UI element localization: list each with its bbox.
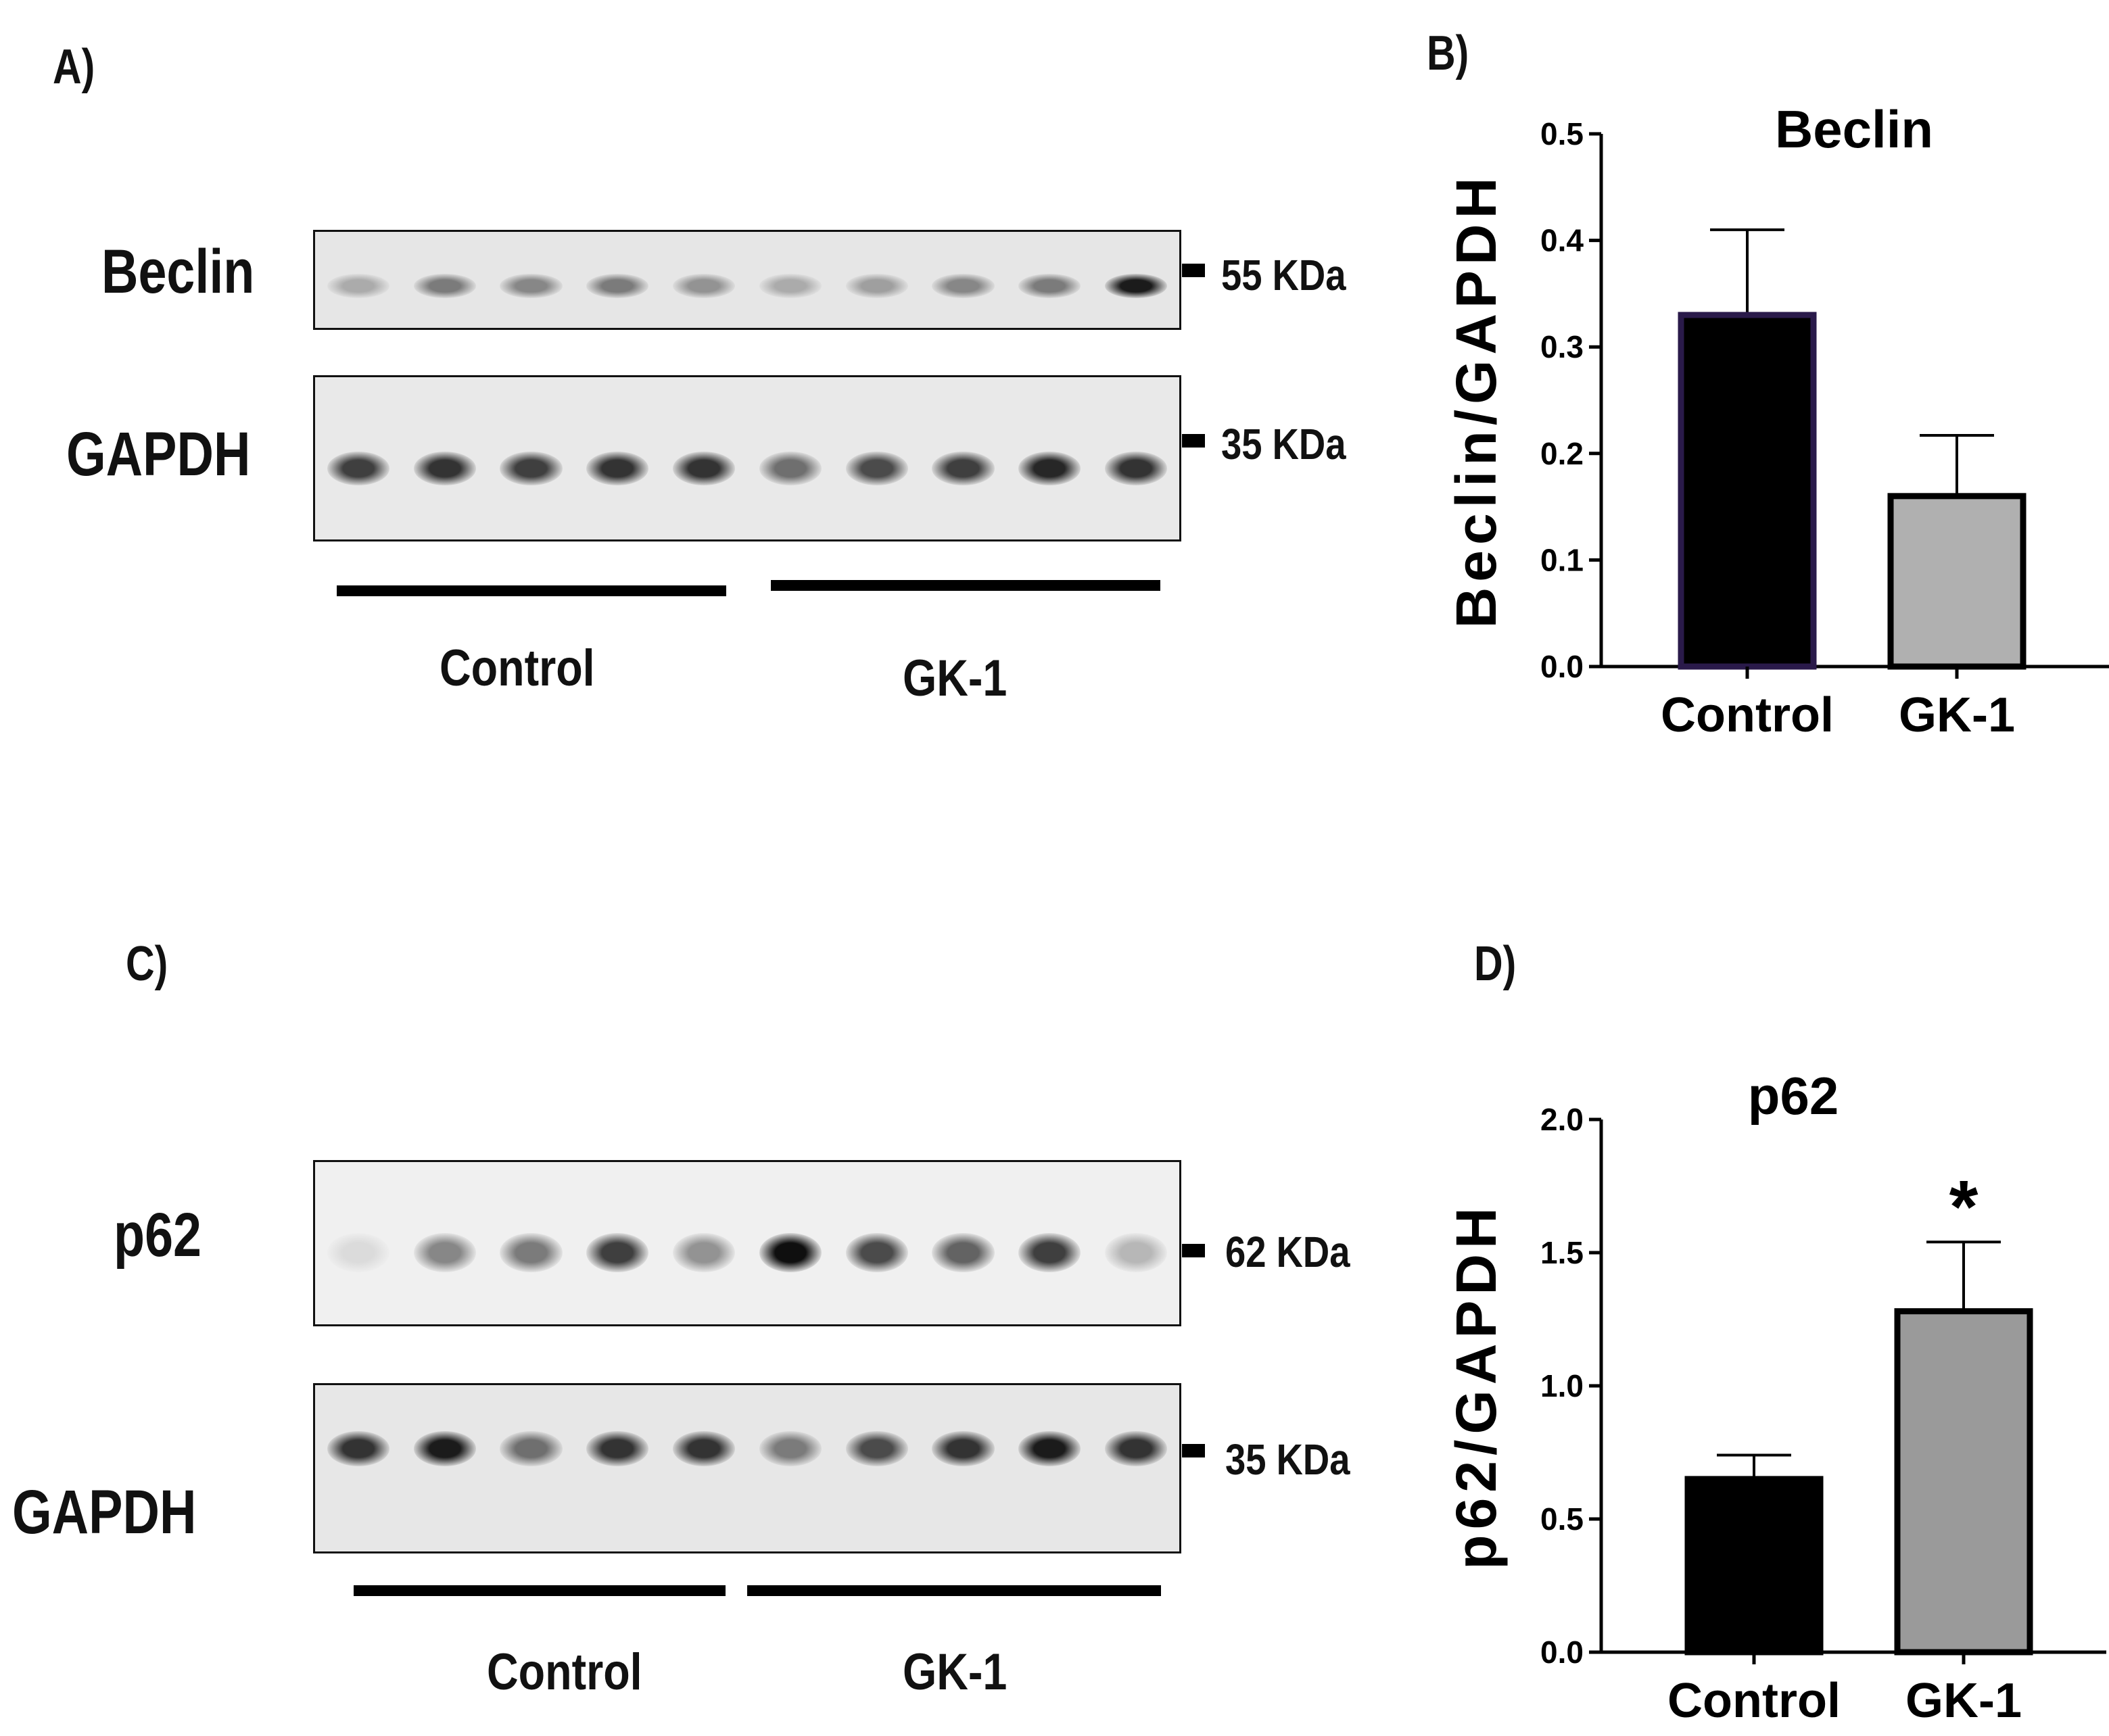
panel-b-letter: B)	[1427, 26, 1469, 80]
beclin-bar-control	[1678, 312, 1817, 670]
gapdh_c-band-1	[327, 1431, 389, 1466]
p62-bar-chart: p62 p62/GAPDH 0.0 0.5 1.0 1.5 2.0 Control GK-1 *	[1444, 1066, 2106, 1728]
p62-band-6	[759, 1233, 822, 1272]
gapdh_c-band-2	[413, 1431, 476, 1466]
beclin-bar-chart: Beclin Beclin/GAPDH 0.0 0.1 0.2 0.3 0.4 0.5 Cont…	[1444, 99, 2109, 742]
beclin-y-tick-label-2: 0.2	[1540, 436, 1584, 471]
beclin-y-axis-label: Beclin/GAPDH	[1444, 172, 1508, 629]
gapdh_a-band-9	[1018, 452, 1081, 485]
beclin-y-tick-label-0: 0.0	[1540, 649, 1584, 684]
blot-label-p62: p62	[114, 1201, 202, 1270]
p62-band-2	[413, 1233, 476, 1272]
gapdh_a-band-2	[413, 452, 476, 485]
marker-tick-62	[1182, 1244, 1205, 1257]
p62-y-tick-label-4: 2.0	[1540, 1102, 1584, 1137]
beclin-bar-gk-1	[1887, 493, 2027, 670]
beclin-category-label-0: Control	[1661, 688, 1834, 742]
beclin-band-10	[1105, 274, 1168, 298]
panel-d-letter: D)	[1474, 937, 1517, 991]
gapdh_c-band-10	[1105, 1431, 1168, 1466]
group-label-control-c: Control	[487, 1643, 642, 1701]
gapdh_a-band-8	[932, 452, 995, 485]
p62-y-axis-label: p62/GAPDH	[1444, 1202, 1508, 1569]
blot-label-gapdh-c: GAPDH	[12, 1478, 197, 1547]
beclin-y-tick-label-5: 0.5	[1540, 116, 1584, 151]
gapdh_a-band-7	[845, 452, 908, 485]
p62-y-tick-label-2: 1.0	[1540, 1368, 1584, 1403]
gapdh_c-band-9	[1018, 1431, 1081, 1466]
beclin-band-1	[327, 274, 389, 298]
p62-band-5	[673, 1233, 736, 1272]
panel-c-letter: C)	[126, 937, 168, 991]
p62-band-3	[500, 1233, 563, 1272]
beclin-chart-title: Beclin	[1775, 99, 1933, 159]
beclin-band-5	[673, 274, 736, 298]
group-label-gk1-c: GK-1	[903, 1643, 1008, 1701]
group-line-control-c	[354, 1585, 726, 1596]
marker-label-55: 55 KDa	[1221, 251, 1346, 299]
marker-label-62: 62 KDa	[1225, 1228, 1350, 1276]
panel-a-letter: A)	[53, 40, 95, 94]
gapdh_c-band-3	[500, 1431, 563, 1466]
group-line-gk1-c	[747, 1585, 1161, 1596]
p62-band-8	[932, 1233, 995, 1272]
gapdh-blot-a	[313, 375, 1181, 541]
p62-band-10	[1105, 1233, 1168, 1272]
p62-category-label-0: Control	[1667, 1674, 1841, 1728]
p62-bar-gk-1	[1894, 1308, 2033, 1656]
beclin-y-tick-label-3: 0.3	[1540, 329, 1584, 364]
beclin-band-6	[759, 274, 822, 298]
p62-y-tick-label-0: 0.0	[1540, 1635, 1584, 1670]
beclin-blot	[313, 230, 1181, 330]
p62-bar-control	[1684, 1476, 1824, 1656]
gapdh_c-band-7	[845, 1431, 908, 1466]
beclin-band-9	[1018, 274, 1081, 298]
p62-y-tick-label-3: 1.5	[1540, 1235, 1584, 1270]
blot-label-beclin: Beclin	[101, 237, 255, 306]
group-line-gk1-a	[771, 580, 1160, 591]
gapdh_a-band-1	[327, 452, 389, 485]
p62-band-1	[327, 1233, 389, 1272]
gapdh_a-band-10	[1105, 452, 1168, 485]
p62-y-tick-label-1: 0.5	[1540, 1501, 1584, 1537]
gapdh_c-band-8	[932, 1431, 995, 1466]
gapdh_c-band-4	[586, 1431, 649, 1466]
beclin-band-8	[932, 274, 995, 298]
p62-significance-mark-1: *	[1949, 1165, 1978, 1249]
p62-band-4	[586, 1233, 649, 1272]
p62-category-label-1: GK-1	[1905, 1674, 2022, 1728]
marker-tick-35-a	[1182, 434, 1205, 448]
marker-tick-55	[1182, 264, 1205, 277]
beclin-y-tick-label-4: 0.4	[1540, 223, 1584, 258]
blot-label-gapdh-a: GAPDH	[66, 420, 251, 489]
beclin-band-7	[845, 274, 908, 298]
group-label-gk1-a: GK-1	[903, 650, 1008, 707]
beclin-band-3	[500, 274, 563, 298]
marker-label-35-a: 35 KDa	[1221, 420, 1346, 468]
gapdh-blot-c	[313, 1383, 1181, 1553]
gapdh_c-band-5	[673, 1431, 736, 1466]
marker-tick-35-c	[1182, 1444, 1205, 1457]
p62-blot	[313, 1160, 1181, 1326]
gapdh_c-band-6	[759, 1431, 822, 1466]
p62-band-9	[1018, 1233, 1081, 1272]
beclin-band-2	[413, 274, 476, 298]
group-label-control-a: Control	[440, 640, 595, 697]
gapdh_a-band-5	[673, 452, 736, 485]
marker-label-35-c: 35 KDa	[1225, 1435, 1350, 1484]
group-line-control-a	[337, 585, 726, 596]
gapdh_a-band-6	[759, 452, 822, 485]
beclin-category-label-1: GK-1	[1899, 688, 2015, 742]
gapdh_a-band-4	[586, 452, 649, 485]
beclin-band-4	[586, 274, 649, 298]
p62-band-7	[845, 1233, 908, 1272]
p62-chart-title: p62	[1748, 1066, 1839, 1126]
gapdh_a-band-3	[500, 452, 563, 485]
beclin-y-tick-label-1: 0.1	[1540, 542, 1584, 577]
